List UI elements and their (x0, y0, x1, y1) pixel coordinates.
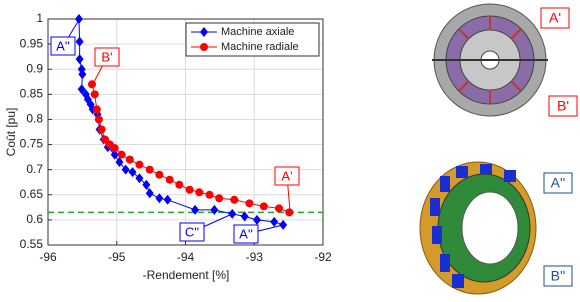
annotation-label: A'' (56, 38, 70, 53)
circle-marker (93, 105, 101, 113)
circle-marker (175, 181, 183, 189)
circle-marker (260, 202, 268, 210)
figure: Coût [pu] -Rendement [%] 0.55 0.6 0.65 0.7 0… (0, 0, 580, 302)
circle-marker (111, 144, 119, 152)
circle-marker (285, 208, 293, 216)
y-tick-label: 1 (36, 11, 43, 25)
radial-machine-image (432, 4, 548, 116)
circle-marker (166, 176, 174, 184)
circle-marker (275, 204, 283, 212)
y-tick-label: 0.55 (20, 237, 44, 251)
annotation-label: A' (281, 168, 292, 183)
circle-marker (245, 199, 253, 207)
legend: Machine axiale Machine radiale (186, 23, 319, 56)
x-tick-label: -96 (39, 250, 57, 264)
annotation-label: C'' (185, 224, 199, 239)
axial-machine-image (420, 162, 536, 294)
x-tick-label: -95 (108, 250, 126, 264)
y-tick-label: 0.85 (20, 87, 44, 101)
circle-marker (230, 196, 238, 204)
circle-marker (146, 166, 154, 174)
annotation-label: B' (101, 49, 112, 64)
circle-marker (200, 43, 208, 51)
circle-marker (195, 188, 203, 196)
x-tick-label: -94 (177, 250, 195, 264)
y-tick-label: 0.95 (20, 36, 44, 50)
x-axis-label: -Rendement [%] (143, 268, 230, 282)
figure-label: B'' (551, 268, 566, 284)
circle-marker (95, 115, 103, 123)
page: {"chart_data": {"type": "line-scatter", … (0, 0, 580, 302)
x-tick-label: -93 (246, 250, 264, 264)
circle-marker (155, 171, 163, 179)
x-tick-label: -92 (314, 250, 332, 264)
annotation-label: A'' (239, 226, 253, 241)
circle-marker (118, 151, 126, 159)
y-tick-label: 0.6 (26, 212, 43, 226)
legend-label: Machine radiale (221, 41, 299, 53)
y-tick-label: 0.9 (26, 61, 43, 75)
circle-marker (91, 90, 99, 98)
circle-marker (186, 186, 194, 194)
circle-marker (206, 191, 214, 199)
circle-marker (215, 194, 223, 202)
y-tick-label: 0.7 (26, 162, 43, 176)
legend-label: Machine axiale (221, 26, 294, 38)
y-axis-label: Coût [pu] (4, 108, 18, 157)
circle-marker (126, 156, 134, 164)
y-tick-label: 0.8 (26, 112, 43, 126)
figure-label: A' (549, 10, 561, 26)
y-tick-label: 0.75 (20, 137, 44, 151)
circle-marker (98, 125, 106, 133)
y-tick-label: 0.65 (20, 187, 44, 201)
figure-label: A'' (551, 175, 566, 191)
figure-label: B' (557, 98, 569, 114)
circle-marker (135, 161, 143, 169)
